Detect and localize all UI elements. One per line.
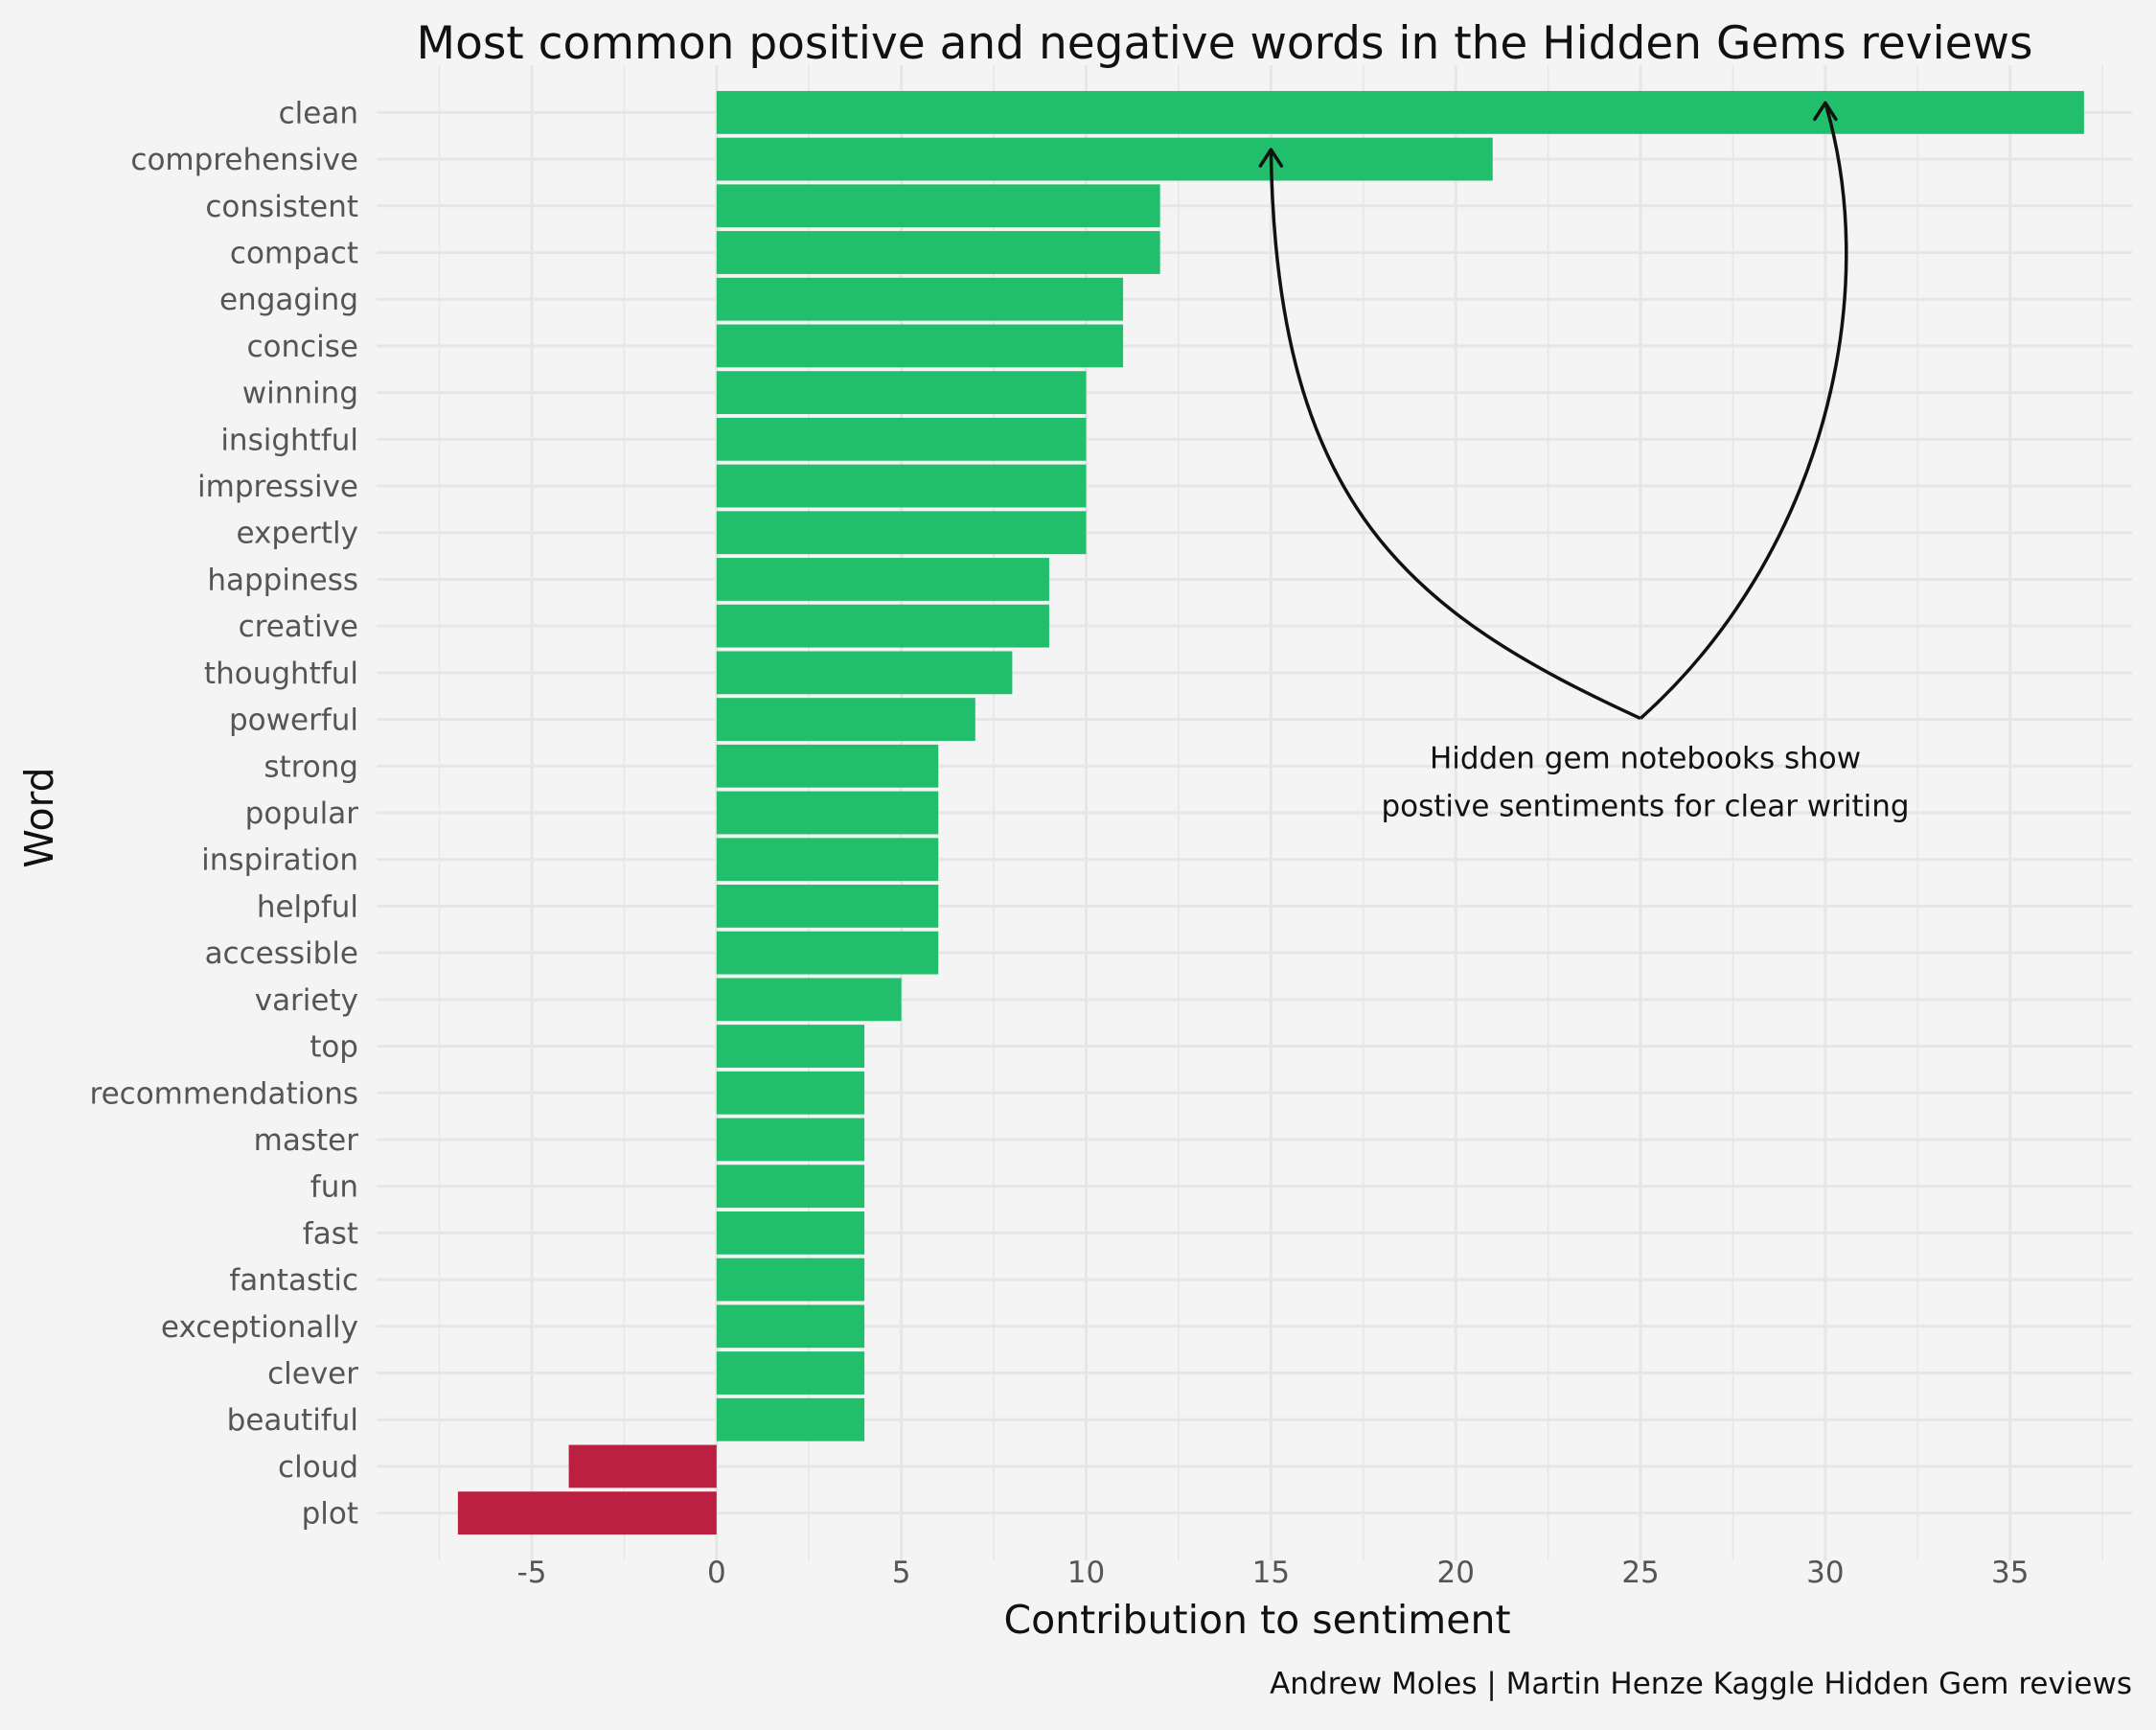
y-tick-label: fantastic	[229, 1263, 358, 1298]
bar-concise	[716, 324, 1124, 368]
bars	[457, 90, 2084, 1535]
caption: Andrew Moles | Martin Henze Kaggle Hidde…	[1270, 1667, 2132, 1701]
bar-engaging	[716, 277, 1124, 321]
bar-popular	[716, 791, 939, 835]
x-tick-label: 25	[1621, 1556, 1659, 1590]
annotation: Hidden gem notebooks show postive sentime…	[1258, 101, 1910, 824]
y-tick-label: insightful	[220, 423, 358, 457]
y-tick-label: expertly	[237, 517, 358, 551]
y-tick-labels: clean comprehensive consistent compact engag…	[90, 96, 359, 1531]
x-tick-label: 30	[1806, 1556, 1844, 1590]
y-tick-label: top	[310, 1030, 358, 1065]
x-axis-title: Contribution to sentiment	[1003, 1597, 1510, 1643]
y-tick-label: compact	[230, 236, 358, 270]
bar-impressive	[716, 464, 1087, 508]
bar-master	[716, 1118, 865, 1162]
y-tick-label: comprehensive	[130, 143, 358, 177]
y-tick-label: exceptionally	[161, 1310, 358, 1345]
y-tick-label: concise	[246, 330, 358, 364]
y-tick-label: clever	[267, 1357, 358, 1392]
x-tick-label: -5	[517, 1556, 547, 1590]
annotation-text-line: postive sentiments for clear writing	[1381, 790, 1909, 824]
x-tick-labels: -5 0 5 10 15 20 25 30 35	[517, 1556, 2030, 1590]
y-tick-label: thoughtful	[204, 657, 358, 691]
y-tick-label: fun	[310, 1170, 358, 1205]
y-tick-label: helpful	[257, 889, 358, 924]
y-tick-label: happiness	[207, 563, 358, 597]
bar-powerful	[716, 698, 975, 741]
bar-compact	[716, 231, 1160, 274]
y-tick-label: consistent	[205, 190, 358, 224]
y-tick-label: fast	[303, 1216, 358, 1251]
y-tick-label: winning	[242, 377, 358, 411]
y-tick-label: inspiration	[201, 843, 358, 878]
x-tick-label: 35	[1991, 1556, 2029, 1590]
bar-creative	[716, 604, 1049, 648]
bar-beautiful	[716, 1397, 865, 1442]
y-tick-label: recommendations	[90, 1076, 358, 1111]
bar-variety	[716, 978, 902, 1022]
x-tick-label: 15	[1252, 1556, 1290, 1590]
annotation-text-line: Hidden gem notebooks show	[1430, 742, 1861, 776]
annotation-arrow	[1269, 150, 1641, 721]
bar-fast	[716, 1211, 865, 1255]
y-tick-label: cloud	[278, 1450, 358, 1485]
x-tick-label: 5	[892, 1556, 911, 1590]
annotation-arrowhead	[1258, 148, 1284, 168]
bar-fantastic	[716, 1257, 865, 1302]
bar-recommendations	[716, 1071, 865, 1115]
bar-inspiration	[716, 838, 939, 882]
y-axis-title: Word	[16, 767, 62, 867]
bar-clean	[716, 90, 2084, 134]
bar-insightful	[716, 417, 1087, 461]
bar-comprehensive	[716, 137, 1493, 181]
bar-expertly	[716, 511, 1087, 555]
y-tick-label: clean	[279, 96, 358, 130]
bar-thoughtful	[716, 651, 1013, 695]
y-tick-label: popular	[245, 796, 359, 831]
bar-cloud	[568, 1444, 717, 1488]
y-tick-label: master	[254, 1123, 359, 1158]
annotation-arrow	[1639, 102, 1848, 720]
x-tick-label: 0	[707, 1556, 726, 1590]
bar-clever	[716, 1351, 865, 1395]
annotation-arrowhead	[1813, 101, 1838, 122]
bar-exceptionally	[716, 1304, 865, 1349]
chart-title: Most common positive and negative words …	[417, 17, 2033, 70]
bar-winning	[716, 371, 1087, 415]
bar-consistent	[716, 184, 1160, 228]
bar-strong	[716, 744, 939, 788]
y-tick-label: impressive	[197, 470, 358, 504]
bar-accessible	[716, 931, 939, 975]
bar-happiness	[716, 558, 1049, 601]
bar-fun	[716, 1165, 865, 1209]
x-tick-label: 10	[1067, 1556, 1105, 1590]
x-tick-label: 20	[1436, 1556, 1474, 1590]
y-tick-label: variety	[255, 983, 358, 1018]
y-tick-label: accessible	[205, 936, 358, 971]
bar-plot	[457, 1491, 717, 1535]
y-tick-label: engaging	[219, 283, 358, 317]
y-tick-label: plot	[302, 1497, 358, 1532]
y-tick-label: powerful	[229, 704, 358, 738]
y-tick-label: creative	[239, 610, 358, 644]
y-tick-label: strong	[264, 750, 358, 784]
bar-top	[716, 1025, 865, 1068]
y-tick-label: beautiful	[227, 1403, 358, 1438]
bar-helpful	[716, 885, 939, 928]
